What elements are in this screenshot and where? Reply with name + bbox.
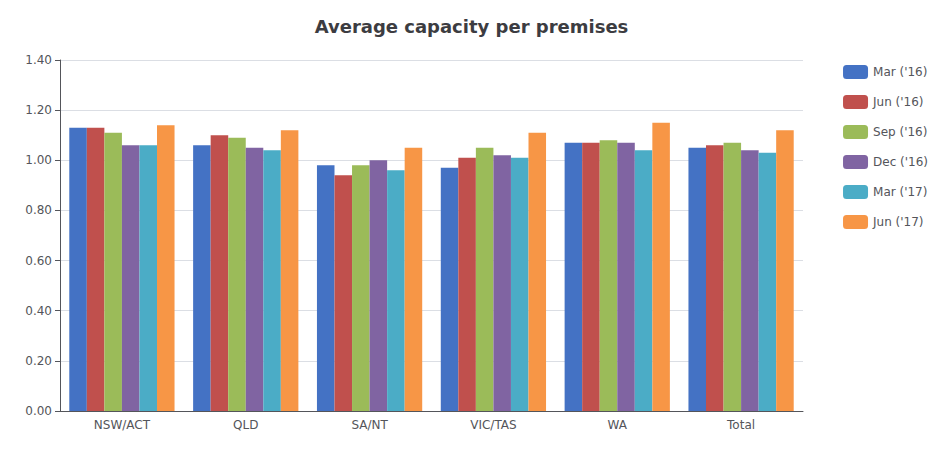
svg-text:Average capacity per premises: Average capacity per premises (315, 16, 629, 37)
svg-text:SA/NT: SA/NT (351, 418, 388, 432)
svg-text:0.00: 0.00 (25, 404, 52, 418)
svg-text:0.20: 0.20 (25, 354, 52, 368)
svg-text:VIC/TAS: VIC/TAS (470, 418, 516, 432)
svg-text:1.00: 1.00 (25, 153, 52, 167)
svg-text:QLD: QLD (233, 418, 258, 432)
svg-text:WA: WA (608, 418, 628, 432)
svg-text:0.60: 0.60 (25, 254, 52, 268)
svg-text:0.40: 0.40 (25, 304, 52, 318)
svg-text:NSW/ACT: NSW/ACT (94, 418, 151, 432)
svg-text:Mar ('16): Mar ('16) (873, 65, 927, 79)
svg-text:Sep ('16): Sep ('16) (873, 125, 927, 139)
svg-text:Mar ('17): Mar ('17) (873, 185, 927, 199)
svg-text:Total: Total (726, 418, 755, 432)
svg-text:Dec ('16): Dec ('16) (873, 155, 928, 169)
svg-text:Jun ('16): Jun ('16) (872, 95, 924, 109)
svg-text:1.20: 1.20 (25, 103, 52, 117)
svg-text:Jun ('17): Jun ('17) (872, 215, 924, 229)
svg-text:0.80: 0.80 (25, 203, 52, 217)
svg-text:1.40: 1.40 (25, 53, 52, 67)
